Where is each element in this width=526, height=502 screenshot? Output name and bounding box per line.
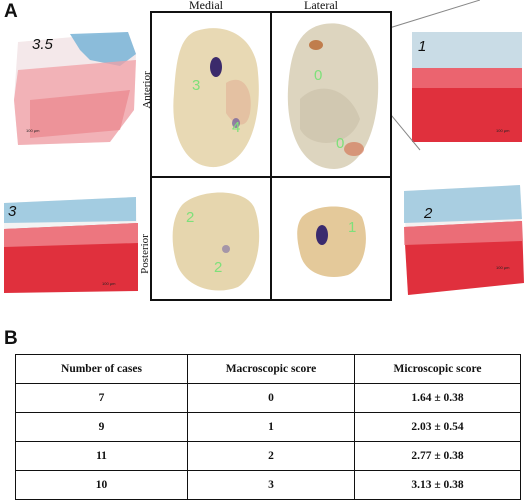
- table-cell-microscopic: 3.13 ± 0.38: [354, 470, 521, 500]
- table-cell-cases: 10: [15, 470, 188, 500]
- table-cell-macroscopic: 2: [187, 441, 355, 471]
- scale-bar-label: 100 µm: [102, 281, 116, 286]
- histology-score-3: 3: [8, 203, 17, 220]
- column-header-lateral: Lateral: [304, 0, 338, 12]
- grid-divider-horizontal: [152, 176, 390, 178]
- column-header-medial: Medial: [189, 0, 223, 12]
- table-cell-cases: 7: [15, 383, 188, 413]
- score-label-medial-posterior-1: 2: [186, 209, 195, 226]
- score-label-medial-anterior-2: 4: [232, 119, 241, 136]
- grid-divider-vertical: [270, 13, 272, 299]
- table-row: 9 1 2.03 ± 0.54: [15, 412, 521, 442]
- row-header-anterior: Anterior: [141, 71, 153, 109]
- row-header-posterior: Posterior: [139, 234, 151, 274]
- table-cell-cases: 11: [15, 441, 188, 471]
- photo-grid: 3 4 0 0 2 2 1: [150, 11, 392, 301]
- histology-stain-top-right: [412, 32, 522, 142]
- table-header-microscopic: Microscopic score: [354, 354, 521, 384]
- scale-bar-label: 100 µm: [496, 128, 510, 133]
- histology-stain-bottom-right: [404, 185, 524, 295]
- table-header-row: Number of cases Macroscopic score Micros…: [15, 354, 521, 384]
- table-cell-microscopic: 1.64 ± 0.38: [354, 383, 521, 413]
- table-cell-macroscopic: 0: [187, 383, 355, 413]
- table-cell-macroscopic: 1: [187, 412, 355, 442]
- score-label-lateral-posterior: 1: [348, 219, 357, 236]
- histology-score-3-5: 3.5: [32, 36, 53, 53]
- scale-bar-label: 100 µm: [496, 265, 510, 270]
- table-cell-microscopic: 2.77 ± 0.38: [354, 441, 521, 471]
- table-row: 10 3 3.13 ± 0.38: [15, 470, 521, 500]
- score-label-medial-anterior-1: 3: [192, 77, 201, 94]
- photo-medial-posterior: [172, 192, 260, 291]
- score-label-lateral-anterior-2: 0: [336, 135, 345, 152]
- histology-image-top-right: 1 100 µm: [410, 28, 526, 146]
- panel-label-a: A: [4, 1, 18, 22]
- score-label-medial-posterior-2: 2: [214, 259, 223, 276]
- histology-image-bottom-right: 2 100 µm: [400, 183, 526, 299]
- histology-stain-top-left: [14, 32, 136, 145]
- histology-score-2: 2: [424, 205, 433, 222]
- photo-medial-anterior: [173, 28, 259, 168]
- table-header-macroscopic: Macroscopic score: [187, 354, 355, 384]
- histology-stain-bottom-left: [4, 197, 138, 293]
- histology-image-bottom-left: 3 100 µm: [0, 193, 140, 301]
- table-cell-cases: 9: [15, 412, 188, 442]
- histology-score-1: 1: [418, 38, 427, 55]
- histology-image-top-left: 3.5 100 µm: [10, 30, 138, 148]
- table-cell-microscopic: 2.03 ± 0.54: [354, 412, 521, 442]
- photo-lateral-posterior: [297, 206, 366, 277]
- table-header-cases: Number of cases: [15, 354, 188, 384]
- panel-label-b: B: [4, 328, 18, 349]
- score-label-lateral-anterior-1: 0: [314, 67, 323, 84]
- table-row: 7 0 1.64 ± 0.38: [15, 383, 521, 413]
- table-cell-macroscopic: 3: [187, 470, 355, 500]
- scores-table: Number of cases Macroscopic score Micros…: [15, 354, 521, 500]
- table-row: 11 2 2.77 ± 0.38: [15, 441, 521, 471]
- photo-lateral-anterior: [287, 23, 379, 169]
- scale-bar-label: 100 µm: [26, 128, 40, 133]
